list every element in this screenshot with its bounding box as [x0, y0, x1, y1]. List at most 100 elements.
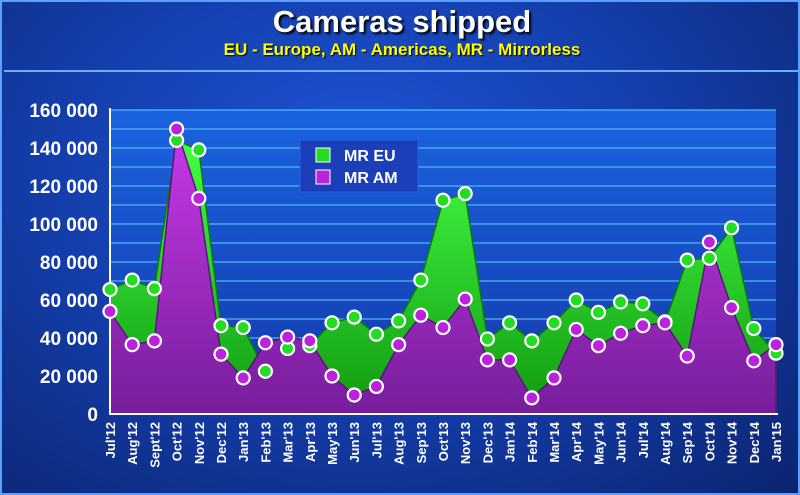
- point-mr-am: [146, 333, 162, 349]
- x-tick-label: Jan'15: [769, 422, 784, 462]
- y-tick-label: 160 000: [29, 101, 98, 122]
- point-mr-am: [546, 370, 562, 386]
- x-tick-label: Nov'13: [458, 422, 473, 464]
- x-tick-label: Jul'14: [636, 421, 651, 458]
- point-mr-am: [435, 319, 451, 336]
- point-mr-eu: [235, 319, 251, 336]
- legend-swatch: [315, 169, 331, 185]
- point-mr-am: [479, 352, 495, 368]
- x-tick-label: Jun'13: [347, 422, 362, 463]
- point-mr-eu: [502, 315, 518, 331]
- x-tick-label: Feb'14: [525, 421, 540, 462]
- point-mr-am: [701, 234, 718, 250]
- point-mr-eu: [191, 142, 207, 158]
- chart-title: Cameras shipped: [272, 4, 532, 39]
- y-tick-label: 140 000: [29, 139, 98, 160]
- point-mr-am: [102, 303, 118, 319]
- x-tick-label: May'13: [325, 422, 340, 465]
- point-mr-eu: [590, 304, 607, 320]
- x-tick-label: Sep'14: [680, 421, 695, 463]
- point-mr-am: [324, 368, 340, 384]
- point-mr-eu: [324, 315, 340, 331]
- x-tick-label: Dec'14: [747, 421, 762, 463]
- chart-subtitle: EU - Europe, AM - Americas, MR - Mirrorl…: [223, 40, 581, 59]
- x-tick-label: Jul'13: [369, 422, 384, 458]
- point-mr-am: [524, 390, 540, 406]
- x-tick-label: Jul'12: [103, 422, 118, 458]
- point-mr-am: [635, 318, 651, 334]
- x-tick-label: Apr'13: [303, 422, 318, 462]
- x-tick-label: Aug'13: [392, 422, 407, 465]
- x-tick-label: Jun'14: [614, 421, 629, 462]
- point-mr-eu: [257, 363, 273, 379]
- point-mr-eu: [413, 272, 429, 288]
- point-mr-am: [679, 348, 695, 364]
- point-mr-eu: [524, 333, 540, 349]
- x-tick-label: Feb'13: [258, 422, 273, 463]
- legend-label: MR EU: [344, 148, 396, 165]
- x-tick-label: Aug'14: [658, 421, 673, 465]
- point-mr-eu: [679, 252, 695, 268]
- x-tick-label: Apr'14: [569, 421, 584, 462]
- title-divider: [4, 70, 798, 72]
- point-mr-am: [746, 353, 762, 369]
- point-mr-am: [768, 337, 784, 353]
- y-tick-label: 0: [87, 405, 98, 426]
- point-mr-am: [169, 121, 185, 137]
- legend-label: MR AM: [344, 170, 398, 187]
- point-mr-am: [235, 370, 251, 386]
- point-mr-eu: [391, 313, 407, 329]
- point-mr-eu: [457, 186, 473, 202]
- x-tick-label: Oct'12: [170, 422, 185, 461]
- point-mr-am: [612, 325, 629, 341]
- y-tick-label: 40 000: [40, 329, 98, 350]
- point-mr-eu: [635, 296, 651, 312]
- point-mr-am: [124, 337, 140, 353]
- point-mr-am: [413, 307, 429, 323]
- point-mr-am: [502, 352, 518, 368]
- x-tick-label: Sept'12: [147, 422, 162, 468]
- point-mr-eu: [701, 250, 718, 266]
- point-mr-am: [657, 315, 673, 331]
- point-mr-am: [368, 378, 384, 395]
- point-mr-am: [590, 338, 607, 354]
- x-tick-label: May'14: [591, 421, 606, 465]
- point-mr-eu: [723, 220, 740, 236]
- point-mr-eu: [124, 272, 140, 288]
- x-tick-label: Jan'13: [236, 422, 251, 462]
- point-mr-eu: [368, 326, 384, 342]
- x-tick-label: Aug'12: [125, 422, 140, 465]
- point-mr-am: [280, 329, 296, 345]
- point-mr-am: [723, 300, 740, 316]
- point-mr-am: [568, 321, 584, 338]
- point-mr-am: [213, 346, 229, 362]
- point-mr-am: [346, 387, 362, 403]
- point-mr-am: [302, 333, 318, 349]
- x-tick-label: Dec'13: [480, 422, 495, 463]
- x-tick-label: Mar'13: [281, 422, 296, 463]
- x-tick-label: Dec'12: [214, 422, 229, 463]
- point-mr-eu: [546, 315, 562, 331]
- y-tick-label: 120 000: [29, 177, 98, 198]
- x-tick-label: Oct'13: [436, 422, 451, 461]
- y-tick-label: 20 000: [40, 367, 98, 388]
- legend-swatch: [315, 147, 331, 163]
- point-mr-eu: [435, 192, 451, 208]
- x-tick-label: Mar'14: [547, 421, 562, 462]
- area-mr-am: [109, 128, 777, 415]
- point-mr-eu: [479, 331, 495, 347]
- point-mr-eu: [746, 320, 762, 337]
- point-mr-eu: [213, 318, 229, 334]
- point-mr-am: [257, 335, 273, 351]
- point-mr-am: [457, 291, 473, 307]
- x-tick-label: Jan'14: [503, 421, 518, 462]
- x-tick-label: Oct'14: [702, 421, 717, 461]
- y-tick-label: 60 000: [40, 291, 98, 312]
- y-tick-label: 100 000: [29, 215, 98, 236]
- point-mr-eu: [612, 294, 629, 310]
- point-mr-am: [391, 337, 407, 353]
- point-mr-eu: [568, 292, 584, 308]
- point-mr-eu: [102, 281, 118, 298]
